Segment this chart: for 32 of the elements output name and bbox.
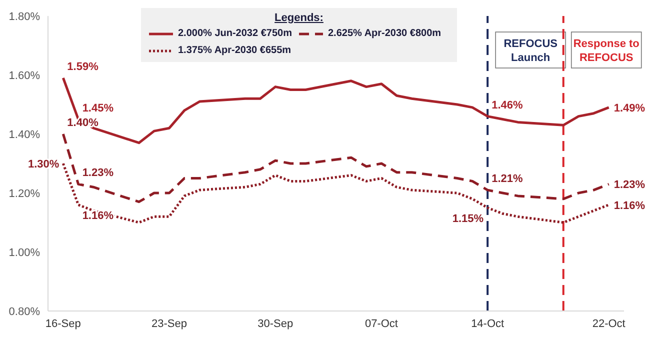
legend-title: Legends: xyxy=(274,12,324,24)
y-tick-label: 1.80% xyxy=(8,10,40,23)
data-label: 1.16% xyxy=(82,210,114,222)
y-tick-label: 1.40% xyxy=(8,128,40,141)
legend-label: 2.625% Apr-2030 €800m xyxy=(328,28,442,39)
y-tick-label: 1.20% xyxy=(8,188,40,200)
data-label: 1.16% xyxy=(614,200,646,212)
x-tick-label: 07-Oct xyxy=(364,318,398,330)
x-tick-label: 22-Oct xyxy=(592,318,626,330)
data-label: 1.23% xyxy=(614,179,646,192)
ref-line-label: REFOCUS Launch xyxy=(504,38,558,64)
x-tick-label: 30-Sep xyxy=(258,318,294,330)
data-label: 1.49% xyxy=(614,102,646,114)
ref-line-label: Response to REFOCUS xyxy=(573,38,640,64)
line-series xyxy=(62,162,610,224)
line-series xyxy=(62,76,610,144)
data-label: 1.21% xyxy=(492,173,523,186)
data-label: 1.30% xyxy=(28,158,60,170)
y-tick-label: 0.80% xyxy=(8,306,40,318)
data-label: 1.45% xyxy=(82,102,114,114)
data-label: 1.15% xyxy=(452,212,484,225)
line-series xyxy=(62,132,610,204)
x-tick-label: 23-Sep xyxy=(152,318,188,330)
data-label: 1.46% xyxy=(492,99,523,112)
data-label: 1.23% xyxy=(82,167,114,180)
x-tick-label: 16-Sep xyxy=(45,318,81,330)
legend-label: 1.375% Apr-2030 €655m xyxy=(178,45,292,56)
data-label: 1.59% xyxy=(67,60,99,73)
x-tick-label: 14-Oct xyxy=(471,318,504,330)
legend-label: 2.000% Jun-2032 €750m xyxy=(178,28,292,39)
y-tick-label: 1.00% xyxy=(8,246,40,259)
y-tick-label: 1.60% xyxy=(8,70,40,82)
